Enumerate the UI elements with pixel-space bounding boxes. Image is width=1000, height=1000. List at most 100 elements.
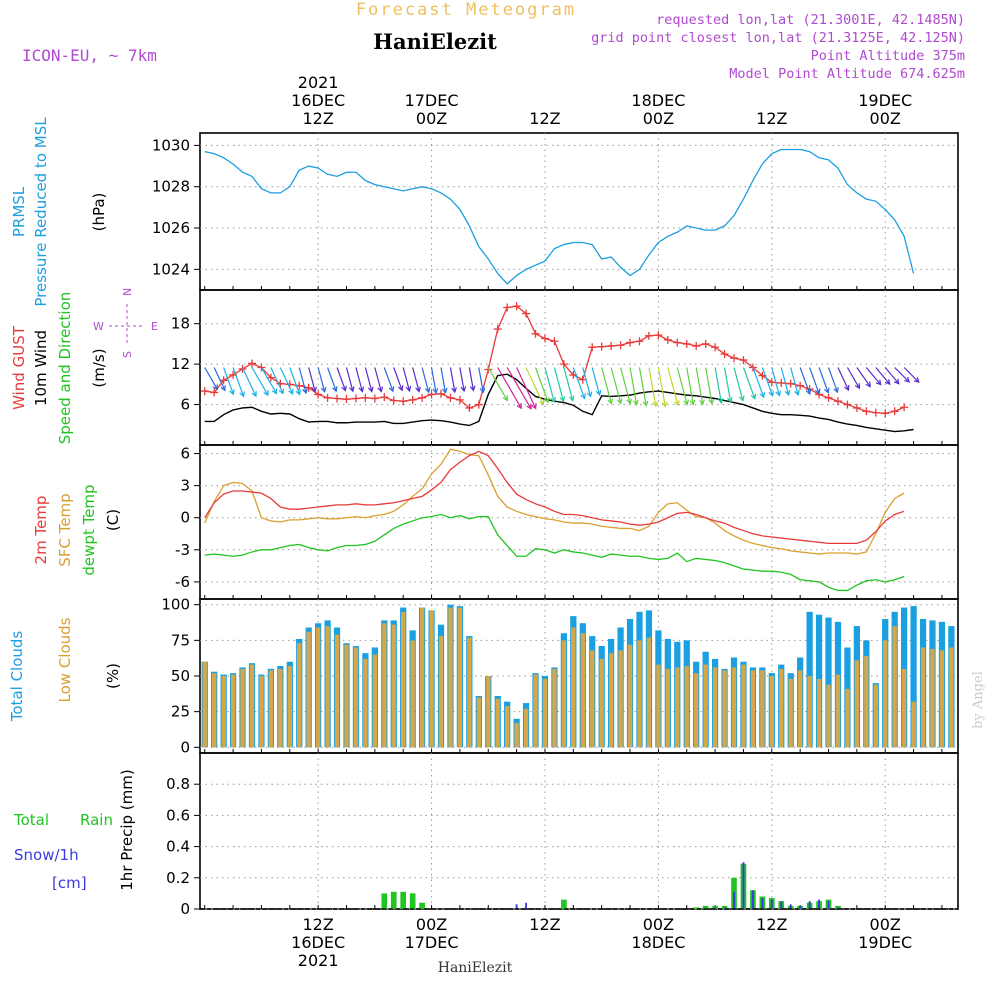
label-snow: Snow/1h	[14, 846, 79, 864]
bar-snow	[733, 891, 735, 909]
gust-marker	[380, 393, 389, 402]
bar-low-clouds	[807, 676, 812, 748]
top-time-label: 12Z	[529, 109, 560, 128]
wind-arrowhead	[865, 381, 871, 388]
gust-marker	[247, 359, 256, 368]
gust-marker	[626, 338, 635, 347]
wind-direction-arrow	[553, 367, 565, 402]
wind-direction-arrow	[591, 367, 601, 396]
gust-marker	[333, 394, 342, 403]
gust-marker	[418, 393, 427, 402]
bar-total-clouds	[910, 606, 917, 748]
wind-direction-arrow	[865, 367, 882, 385]
gust-marker	[455, 395, 464, 404]
wind-direction-arrow	[213, 367, 226, 391]
model-label: ICON-EU, ~ 7km	[22, 46, 157, 65]
ytick-label-temp: 6	[180, 445, 190, 463]
bottom-time-label: 00Z	[870, 915, 901, 934]
gust-marker	[900, 403, 909, 412]
ytick-label-clouds: 25	[171, 703, 190, 721]
gust-marker	[635, 337, 644, 346]
bar-low-clouds	[467, 637, 472, 748]
gust-marker	[446, 393, 455, 402]
wind-arrowhead	[580, 393, 586, 400]
wind-direction-arrow	[393, 367, 403, 391]
bar-low-clouds	[646, 637, 652, 748]
bar-low-clouds	[334, 634, 340, 748]
gust-marker	[616, 341, 625, 350]
bar-low-clouds	[571, 627, 576, 748]
series-2m-temp	[204, 450, 905, 545]
panel-frame-pressure	[199, 132, 959, 291]
label-dewpt-temp: dewpt Temp	[80, 484, 98, 575]
gust-marker	[200, 387, 209, 396]
bar-total-rain	[561, 899, 567, 909]
ytick-label-clouds: 50	[171, 667, 190, 685]
wind-arrowhead	[278, 388, 284, 395]
bottom-time-label: 16DEC	[291, 933, 345, 952]
ytick-label-precip: 0.6	[166, 806, 190, 824]
wind-arrowhead	[893, 378, 900, 385]
ytick-label-temp: -6	[175, 573, 190, 591]
bar-low-clouds	[684, 666, 689, 748]
label-total-clouds: Total Clouds	[8, 631, 26, 723]
label-hpa: (hPa)	[90, 193, 108, 232]
label-prmsl: PRMSL	[10, 186, 28, 237]
wind-arrowhead	[717, 398, 724, 405]
wind-arrowhead	[311, 386, 317, 393]
bar-low-clouds	[429, 610, 434, 748]
wind-arrowhead	[424, 387, 431, 394]
wind-direction-arrow	[638, 367, 647, 406]
top-time-label: 2021	[298, 73, 339, 92]
bar-low-clouds	[627, 644, 633, 748]
bar-low-clouds	[618, 650, 623, 748]
wind-direction-arrow	[705, 367, 713, 404]
bar-snow	[515, 904, 518, 909]
bar-total-rain	[400, 891, 407, 909]
wind-direction-arrow	[809, 367, 820, 394]
gust-marker	[673, 338, 682, 347]
bar-low-clouds	[760, 670, 765, 748]
bar-low-clouds	[552, 668, 557, 748]
top-time-label: 19DEC	[858, 91, 912, 110]
wind-direction-arrow	[355, 367, 363, 392]
wind-arrowhead	[239, 391, 245, 398]
bar-snow	[818, 899, 821, 909]
bar-low-clouds	[712, 667, 718, 748]
wind-arrowhead	[689, 399, 696, 406]
bar-low-clouds	[448, 607, 453, 748]
ytick-label-clouds: 100	[161, 596, 190, 614]
bar-snow	[808, 901, 811, 909]
wind-direction-arrow	[827, 367, 839, 393]
bar-snow	[827, 901, 830, 909]
bar-low-clouds	[883, 640, 888, 748]
wind-arrowhead	[805, 388, 812, 396]
panel-frame-precip	[199, 752, 959, 910]
wind-direction-arrow	[894, 367, 910, 383]
bar-low-clouds	[580, 633, 585, 748]
wind-arrowhead	[913, 377, 920, 384]
wind-direction-arrow	[884, 367, 900, 385]
top-time-label: 12Z	[302, 109, 333, 128]
wind-direction-arrow	[818, 367, 829, 393]
series-wind-gust	[204, 305, 905, 414]
gust-marker	[890, 407, 899, 416]
compass-north: N	[121, 288, 134, 296]
wind-arrowhead	[538, 399, 545, 406]
bar-snow	[770, 899, 773, 909]
wind-direction-arrow	[374, 367, 382, 392]
gust-marker	[682, 339, 691, 348]
top-time-label: 12Z	[756, 109, 787, 128]
label-pressure-msl: Pressure Reduced to MSL	[32, 117, 50, 307]
model-altitude: Model Point Altitude 674.625m	[729, 66, 965, 82]
wind-arrowhead	[652, 401, 658, 408]
label-speed-direction: Speed and Direction	[56, 292, 74, 445]
wind-arrowhead	[271, 388, 278, 395]
wind-arrowhead	[358, 386, 365, 393]
gust-marker	[465, 403, 474, 412]
wind-direction-arrow	[667, 367, 679, 406]
gust-marker	[522, 309, 531, 318]
bar-snow	[714, 907, 717, 909]
wind-direction-arrow	[430, 367, 437, 394]
wind-arrowhead	[824, 387, 830, 394]
